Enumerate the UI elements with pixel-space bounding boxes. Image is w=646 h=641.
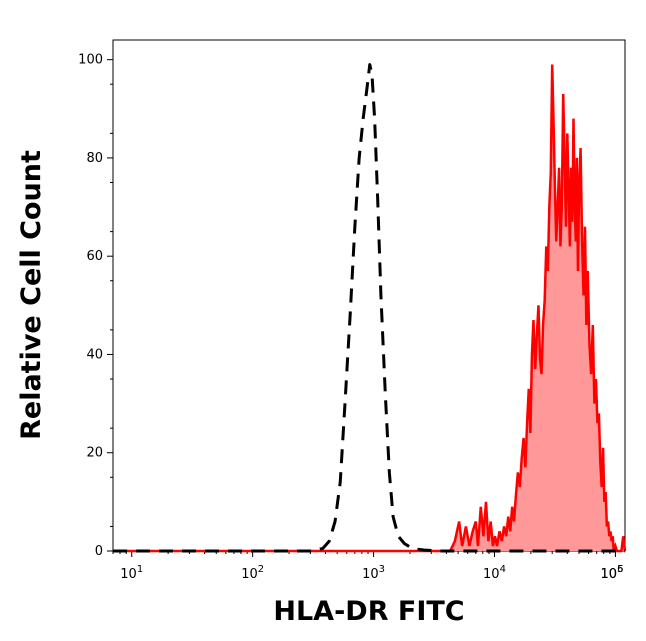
filled-histogram-area <box>113 64 625 551</box>
y-axis-ticks: 0 20 40 60 80 100 <box>78 53 113 559</box>
y-tick-label: 60 <box>86 249 103 264</box>
y-axis-title: Relative Cell Count <box>16 150 47 440</box>
x-tick-label: 104 <box>483 564 506 582</box>
filled-histogram-outline <box>113 64 627 553</box>
dashed-histogram-line <box>113 63 625 553</box>
x-axis-title: HLA-DR FITC <box>273 596 464 627</box>
y-tick-label: 0 <box>95 544 103 559</box>
y-tick-label: 40 <box>86 347 103 362</box>
histogram-series <box>113 63 627 553</box>
y-tick-label: 20 <box>86 446 103 461</box>
x-tick-label: 101 <box>120 564 143 582</box>
y-tick-label: 100 <box>78 53 103 68</box>
x-tick-label: 106 <box>601 564 624 582</box>
y-tick-label: 80 <box>86 151 103 166</box>
x-tick-label: 102 <box>241 564 264 582</box>
x-tick-label: 103 <box>362 564 385 582</box>
x-tick-label: 105 <box>601 564 624 582</box>
